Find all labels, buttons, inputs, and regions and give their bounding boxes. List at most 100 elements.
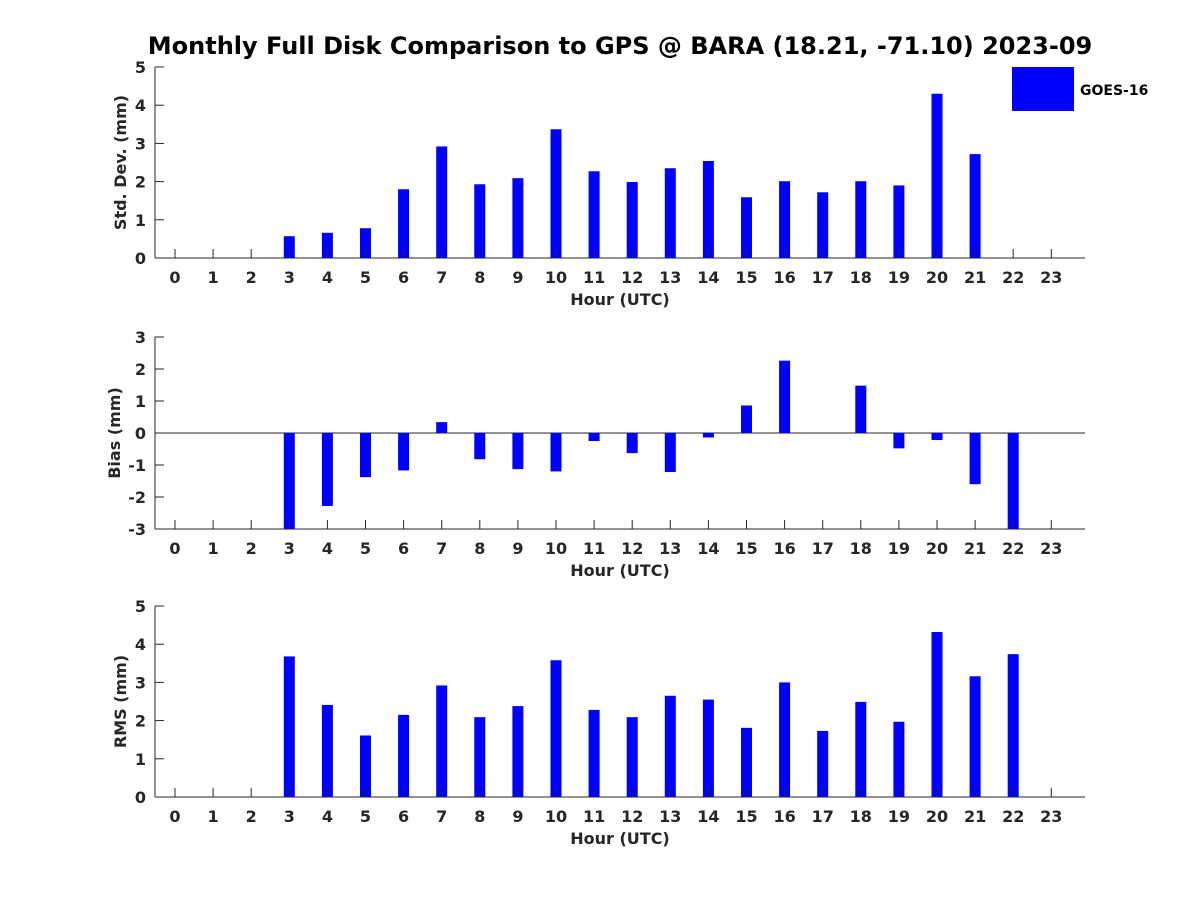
rms-x-tick-label: 17 <box>812 807 834 826</box>
rms-bar <box>321 704 333 797</box>
std-dev-bar <box>474 184 486 258</box>
bias-y-tick-label: 3 <box>135 328 146 347</box>
rms-bar <box>474 717 486 797</box>
rms-x-tick-label: 23 <box>1040 807 1062 826</box>
bias-x-tick-label: 4 <box>322 539 333 558</box>
std-dev-y-tick-label: 4 <box>135 96 146 115</box>
rms-bar <box>588 709 600 797</box>
rms-x-tick-label: 21 <box>964 807 986 826</box>
std-dev-bar <box>779 181 791 258</box>
bias-x-tick-label: 5 <box>360 539 371 558</box>
std-dev-bar <box>969 154 981 258</box>
rms-x-tick-label: 4 <box>322 807 333 826</box>
legend-swatch <box>1012 67 1074 111</box>
bias-bar <box>931 433 943 441</box>
rms-x-tick-label: 0 <box>169 807 180 826</box>
std-dev-x-tick-label: 9 <box>512 268 523 287</box>
rms-bar <box>283 656 295 797</box>
bias-x-tick-label: 23 <box>1040 539 1062 558</box>
std-dev-y-tick-label: 3 <box>135 134 146 153</box>
rms-x-tick-label: 22 <box>1002 807 1024 826</box>
rms-x-tick-label: 5 <box>360 807 371 826</box>
bias-bar <box>664 433 676 473</box>
std-dev-y-axis-label: Std. Dev. (mm) <box>111 95 130 230</box>
rms-y-tick-label: 4 <box>135 635 146 654</box>
std-dev-x-tick-label: 20 <box>926 268 948 287</box>
rms-x-tick-label: 18 <box>850 807 872 826</box>
std-dev-x-tick-label: 21 <box>964 268 986 287</box>
bias-x-tick-label: 12 <box>621 539 643 558</box>
rms-x-tick-label: 7 <box>436 807 447 826</box>
bias-bar <box>741 405 752 433</box>
bias-x-tick-label: 11 <box>583 539 605 558</box>
rms-y-tick-label: 0 <box>135 788 146 807</box>
rms-x-tick-label: 13 <box>659 807 681 826</box>
rms-x-tick-label: 6 <box>398 807 409 826</box>
std-dev-x-tick-label: 14 <box>697 268 719 287</box>
legend-label: GOES-16 <box>1080 83 1148 99</box>
std-dev-x-tick-label: 23 <box>1040 268 1062 287</box>
std-dev-x-tick-label: 10 <box>545 268 567 287</box>
bias-x-tick-label: 19 <box>888 539 910 558</box>
std-dev-x-tick-label: 5 <box>360 268 371 287</box>
rms-x-tick-label: 3 <box>284 807 295 826</box>
bias-x-tick-label: 7 <box>436 539 447 558</box>
bias-bar <box>779 360 791 433</box>
std-dev-bar <box>931 93 943 259</box>
bias-x-tick-label: 9 <box>512 539 523 558</box>
rms-bar <box>893 721 905 797</box>
std-dev-bar <box>626 181 638 258</box>
rms-bar <box>931 631 943 797</box>
std-dev-x-tick-label: 18 <box>850 268 872 287</box>
std-dev-x-tick-label: 7 <box>436 268 447 287</box>
rms-bar <box>855 701 867 797</box>
bias-bar <box>283 433 295 529</box>
std-dev-x-tick-label: 8 <box>474 268 485 287</box>
std-dev-x-tick-label: 17 <box>812 268 834 287</box>
rms-bar <box>817 730 829 797</box>
std-dev-x-tick-label: 16 <box>773 268 795 287</box>
std-dev-x-tick-label: 2 <box>246 268 257 287</box>
bias-x-tick-label: 1 <box>208 539 219 558</box>
rms-x-tick-label: 16 <box>773 807 795 826</box>
rms-x-tick-label: 20 <box>926 807 948 826</box>
std-dev-x-tick-label: 11 <box>583 268 605 287</box>
std-dev-x-axis-label: Hour (UTC) <box>570 290 670 309</box>
bias-bar <box>702 433 714 438</box>
std-dev-bar <box>550 129 562 258</box>
std-dev-bar <box>436 146 448 258</box>
rms-y-tick-label: 1 <box>135 750 146 769</box>
rms-x-tick-label: 8 <box>474 807 485 826</box>
bias-x-tick-label: 8 <box>474 539 485 558</box>
rms-x-tick-label: 15 <box>735 807 757 826</box>
rms-x-tick-label: 9 <box>512 807 523 826</box>
bias-bar <box>626 433 638 454</box>
bias-x-tick-label: 10 <box>545 539 567 558</box>
bias-bar <box>474 433 486 460</box>
bias-bar <box>969 433 981 485</box>
bias-y-tick-label: -3 <box>128 520 146 539</box>
std-dev-bar <box>360 228 371 258</box>
bias-x-tick-label: 21 <box>964 539 986 558</box>
rms-bar <box>436 685 448 797</box>
bias-y-tick-label: 2 <box>135 360 146 379</box>
bias-y-tick-label: -2 <box>128 488 146 507</box>
std-dev-y-tick-label: 1 <box>135 211 146 230</box>
std-dev-x-tick-label: 13 <box>659 268 681 287</box>
bias-x-tick-label: 0 <box>169 539 180 558</box>
bias-x-tick-label: 15 <box>735 539 757 558</box>
bias-x-tick-label: 22 <box>1002 539 1024 558</box>
std-dev-y-tick-label: 5 <box>135 58 146 77</box>
std-dev-bar <box>512 178 524 258</box>
std-dev-x-tick-label: 12 <box>621 268 643 287</box>
bias-x-tick-label: 16 <box>773 539 795 558</box>
rms-bar <box>664 695 676 797</box>
bias-y-tick-label: -1 <box>128 456 146 475</box>
std-dev-bar <box>321 232 333 258</box>
chart-title: Monthly Full Disk Comparison to GPS @ BA… <box>148 32 1092 60</box>
std-dev-x-tick-label: 4 <box>322 268 333 287</box>
